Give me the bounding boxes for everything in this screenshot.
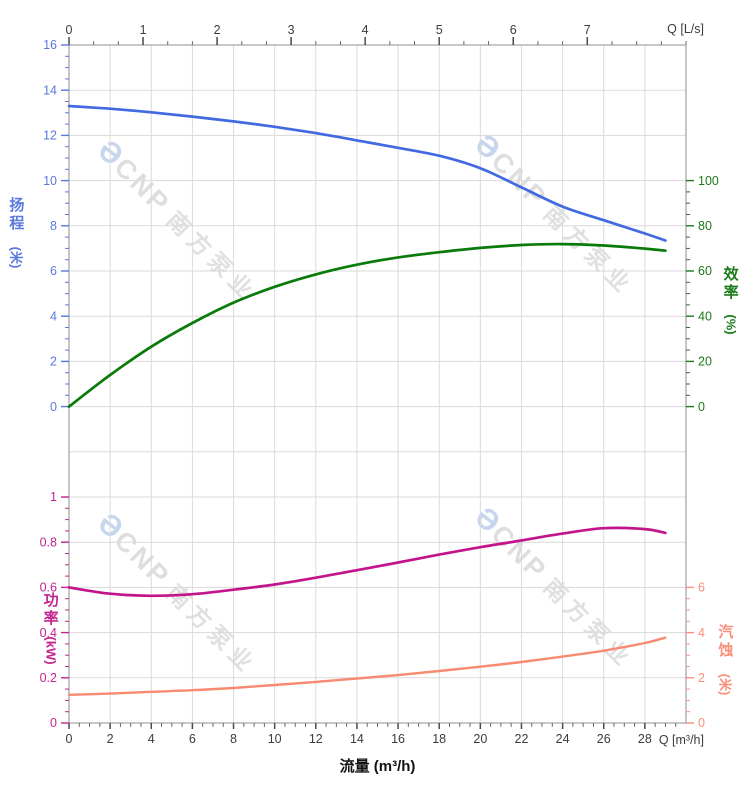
head-axis-title: 扬程 (米)	[6, 197, 28, 268]
tick-label: 100	[698, 174, 719, 188]
tick-label: 3	[288, 23, 295, 37]
tick-label: 2	[50, 355, 57, 369]
power-axis: 0 0.2 0.4 0.6 0.8 1	[40, 490, 69, 730]
tick-label: 8	[50, 219, 57, 233]
tick-label: 0	[698, 716, 705, 730]
tick-label: 4	[50, 309, 57, 323]
tick-label: 5	[436, 23, 443, 37]
top-axis-unit-label: Q [L/s]	[667, 22, 704, 36]
tick-label: 10	[268, 732, 282, 746]
tick-label: 0.8	[40, 535, 57, 549]
npsh-axis: 0 2 4 6	[686, 581, 705, 730]
tick-label: 10	[43, 174, 57, 188]
power-curve	[67, 526, 667, 598]
tick-label: 14	[350, 732, 364, 746]
tick-label: 20	[473, 732, 487, 746]
tick-label: 2	[107, 732, 114, 746]
tick-label: 0	[50, 716, 57, 730]
tick-label: 16	[391, 732, 405, 746]
tick-label: 12	[309, 732, 323, 746]
head-axis-title-text: 扬程	[9, 197, 25, 233]
tick-label: 60	[698, 264, 712, 278]
tick-label: 0	[698, 400, 705, 414]
tick-label: 0	[50, 400, 57, 414]
tick-label: 6	[510, 23, 517, 37]
tick-label: 40	[698, 309, 712, 323]
flow-axis-title: 流量 (m³/h)	[339, 758, 416, 775]
tick-label: 20	[698, 355, 712, 369]
npsh-curve	[67, 636, 667, 696]
head-axis: 0 2 4 6 8 10 12 14 16	[43, 38, 69, 414]
tick-label: 7	[584, 23, 591, 37]
head-axis-unit: (米)	[8, 246, 24, 268]
tick-label: 4	[148, 732, 155, 746]
tick-label: 1	[140, 23, 147, 37]
tick-label: 2	[698, 671, 705, 685]
tick-label: 0	[66, 23, 73, 37]
bottom-axis-unit-label: Q [m³/h]	[658, 733, 704, 747]
efficiency-curve	[67, 242, 667, 408]
tick-label: 0.2	[40, 671, 57, 685]
tick-label: 80	[698, 219, 712, 233]
top-flow-axis: 0 1 2 3 4 5 6 7	[66, 23, 687, 45]
bottom-flow-axis: 0 2 4 6 8 10 12 14 16 18 20 22 24 26 28	[66, 723, 677, 746]
grid	[69, 45, 686, 723]
tick-label: 16	[43, 38, 57, 52]
tick-label: 1	[50, 490, 57, 504]
plot-border	[68, 44, 687, 724]
tick-label: 28	[638, 732, 652, 746]
npsh-axis-title: 汽蚀 (米)	[715, 624, 737, 695]
efficiency-axis-title-text: 效率	[723, 266, 739, 302]
tick-label: 12	[43, 129, 57, 143]
tick-label: 24	[556, 732, 570, 746]
efficiency-axis-unit: (%)	[723, 313, 739, 335]
tick-label: 8	[230, 732, 237, 746]
tick-label: 14	[43, 83, 57, 97]
tick-label: 6	[50, 264, 57, 278]
tick-label: 0.4	[40, 626, 57, 640]
tick-label: 4	[698, 626, 705, 640]
power-axis-title: 功率 (kW)	[37, 592, 65, 664]
efficiency-axis-title: 效率 (%)	[721, 266, 741, 335]
power-axis-title-text: 功率	[43, 592, 59, 628]
tick-label: 0.6	[40, 581, 57, 595]
power-axis-unit: (kW)	[43, 636, 59, 665]
tick-label: 4	[362, 23, 369, 37]
tick-label: 2	[214, 23, 221, 37]
tick-label: 18	[432, 732, 446, 746]
npsh-axis-title-text: 汽蚀	[718, 624, 734, 660]
tick-label: 0	[66, 732, 73, 746]
tick-label: 26	[597, 732, 611, 746]
tick-label: 6	[189, 732, 196, 746]
efficiency-axis: 0 20 40 60 80 100	[686, 174, 719, 414]
tick-label: 22	[515, 732, 529, 746]
head-curve	[67, 104, 667, 242]
tick-label: 6	[698, 581, 705, 595]
npsh-axis-unit: (米)	[717, 673, 733, 695]
